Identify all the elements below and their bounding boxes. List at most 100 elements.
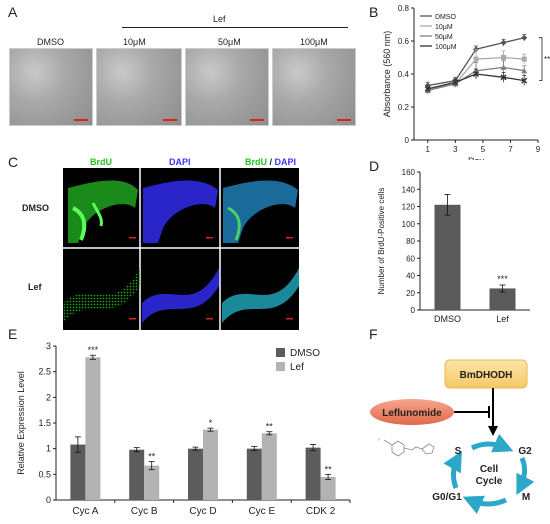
fluorescence-grid bbox=[63, 168, 299, 330]
significance-bracket bbox=[539, 37, 543, 81]
x-tick-label: CDK 2 bbox=[306, 506, 336, 517]
lef-treatment-label: Lef bbox=[213, 14, 226, 24]
y-axis-label: Number of BrdU-Positive cells bbox=[377, 188, 386, 295]
y-tick-label: 120 bbox=[402, 203, 416, 212]
y-tick-label: 0.4 bbox=[398, 70, 410, 79]
y-tick-label: 80 bbox=[406, 237, 415, 246]
bar bbox=[489, 288, 516, 310]
data-point bbox=[473, 56, 479, 62]
cell-cycle: S G2 M G0/G1 Cell Cycle bbox=[432, 433, 535, 515]
x-tick-label: DMSO bbox=[434, 314, 461, 324]
legend-label: Lef bbox=[290, 362, 304, 373]
data-point bbox=[424, 85, 431, 92]
bar bbox=[305, 447, 321, 500]
data-point bbox=[501, 55, 507, 60]
cycle-arrow-g2-m bbox=[516, 457, 535, 496]
image-dmso-dapi bbox=[143, 180, 218, 243]
y-tick-label: 0.8 bbox=[398, 4, 410, 13]
y-tick-label: 160 bbox=[402, 168, 416, 177]
data-point bbox=[500, 64, 507, 70]
scale-bar bbox=[250, 119, 264, 121]
significance-label: * bbox=[209, 418, 213, 428]
bar bbox=[246, 448, 262, 500]
micrograph-100um bbox=[272, 48, 356, 126]
image-dmso-brdu bbox=[68, 180, 138, 243]
chart-d: 0 20 40 60 80 100 120 140 160 Number of BrdU-Posi… bbox=[377, 168, 530, 324]
data-point bbox=[452, 79, 459, 86]
scale-bar bbox=[163, 119, 177, 121]
y-axis-label: Relative Expression Level bbox=[16, 371, 26, 475]
condition-label-50um: 50μM bbox=[218, 37, 241, 47]
y-tick-label: 3 bbox=[46, 341, 51, 351]
lef-bracket-line bbox=[122, 27, 348, 28]
micrograph-dmso bbox=[9, 48, 93, 126]
legend-label: 100μM bbox=[435, 44, 457, 51]
x-tick-label: 5 bbox=[481, 145, 486, 154]
significance-label: *** bbox=[497, 274, 508, 284]
data-point bbox=[500, 39, 507, 46]
row-label-dmso: DMSO bbox=[22, 203, 49, 213]
significance-label: ** bbox=[544, 55, 550, 64]
panel-label-c: C bbox=[8, 154, 19, 170]
x-tick-label: Cyc A bbox=[72, 506, 98, 517]
image-dmso-merge bbox=[223, 180, 298, 243]
micrograph-50um bbox=[185, 48, 269, 126]
panel-label-d: D bbox=[369, 158, 380, 174]
leflunomide-structure: F bbox=[378, 437, 435, 457]
data-point bbox=[521, 34, 528, 41]
data-point bbox=[521, 56, 527, 62]
bar bbox=[320, 476, 336, 500]
legend-label: DMSO bbox=[290, 348, 320, 359]
y-tick-label: 0 bbox=[411, 306, 416, 315]
legend-swatch bbox=[276, 362, 285, 371]
x-tick-label: 3 bbox=[453, 145, 458, 154]
merge-label-brdu: BrdU bbox=[245, 157, 267, 167]
bar bbox=[129, 449, 145, 500]
bar bbox=[144, 465, 160, 500]
phase-s: S bbox=[455, 446, 462, 457]
significance-label: ** bbox=[266, 422, 274, 432]
cycle-center-line2: Cycle bbox=[476, 476, 503, 487]
significance-label: ** bbox=[325, 464, 333, 474]
legend-swatch bbox=[276, 348, 285, 357]
y-tick-label: 0.5 bbox=[38, 469, 51, 479]
bar bbox=[434, 204, 461, 310]
scale-bar bbox=[337, 119, 351, 121]
y-tick-label: 0.2 bbox=[398, 103, 410, 112]
y-axis-label: Absorbance (560 nm) bbox=[382, 31, 392, 118]
drug-box: Leflunomide bbox=[370, 399, 454, 425]
phase-g0g1: G0/G1 bbox=[432, 492, 462, 503]
bar bbox=[70, 444, 86, 500]
cycle-arrow-s-g2 bbox=[470, 433, 514, 453]
chart-b: 0 0.2 0.4 0.6 0.8 1 3 5 7 9 Day Absorbance (560 nm)… bbox=[382, 4, 550, 160]
panel-label-a: A bbox=[8, 4, 18, 20]
bar bbox=[261, 433, 277, 500]
row-label-lef: Lef bbox=[28, 282, 42, 292]
y-tick-label: 1 bbox=[46, 444, 51, 454]
condition-label-dmso: DMSO bbox=[37, 37, 64, 47]
x-tick-label: 7 bbox=[508, 145, 513, 154]
phase-m: M bbox=[522, 492, 530, 503]
y-tick-label: 1.5 bbox=[38, 418, 51, 428]
data-point bbox=[521, 77, 528, 84]
cycle-center-line1: Cell bbox=[480, 464, 499, 475]
x-axis-label: Day bbox=[468, 156, 485, 160]
x-tick-label: Cyc B bbox=[131, 506, 158, 517]
y-tick-label: 20 bbox=[406, 289, 415, 298]
column-label-brdu: BrdU bbox=[90, 157, 112, 167]
micrograph-10um bbox=[96, 48, 182, 126]
y-tick-label: 0 bbox=[405, 136, 410, 145]
data-point bbox=[521, 67, 528, 74]
column-label-merge: BrdU / DAPI bbox=[245, 157, 296, 167]
data-point bbox=[500, 74, 507, 81]
condition-label-10um: 10μM bbox=[123, 37, 146, 47]
y-tick-label: 40 bbox=[406, 272, 415, 281]
panel-label-f: F bbox=[369, 326, 378, 342]
column-label-dapi: DAPI bbox=[169, 157, 191, 167]
bar bbox=[85, 357, 101, 500]
merge-label-slash: / bbox=[267, 157, 275, 167]
x-tick-label: 9 bbox=[536, 145, 541, 154]
condition-label-100um: 100μM bbox=[300, 37, 328, 47]
diagram-f: BmDHODH Leflunomide F S G2 M G0/G1 Cell … bbox=[370, 359, 535, 515]
x-tick-label: 1 bbox=[426, 145, 431, 154]
